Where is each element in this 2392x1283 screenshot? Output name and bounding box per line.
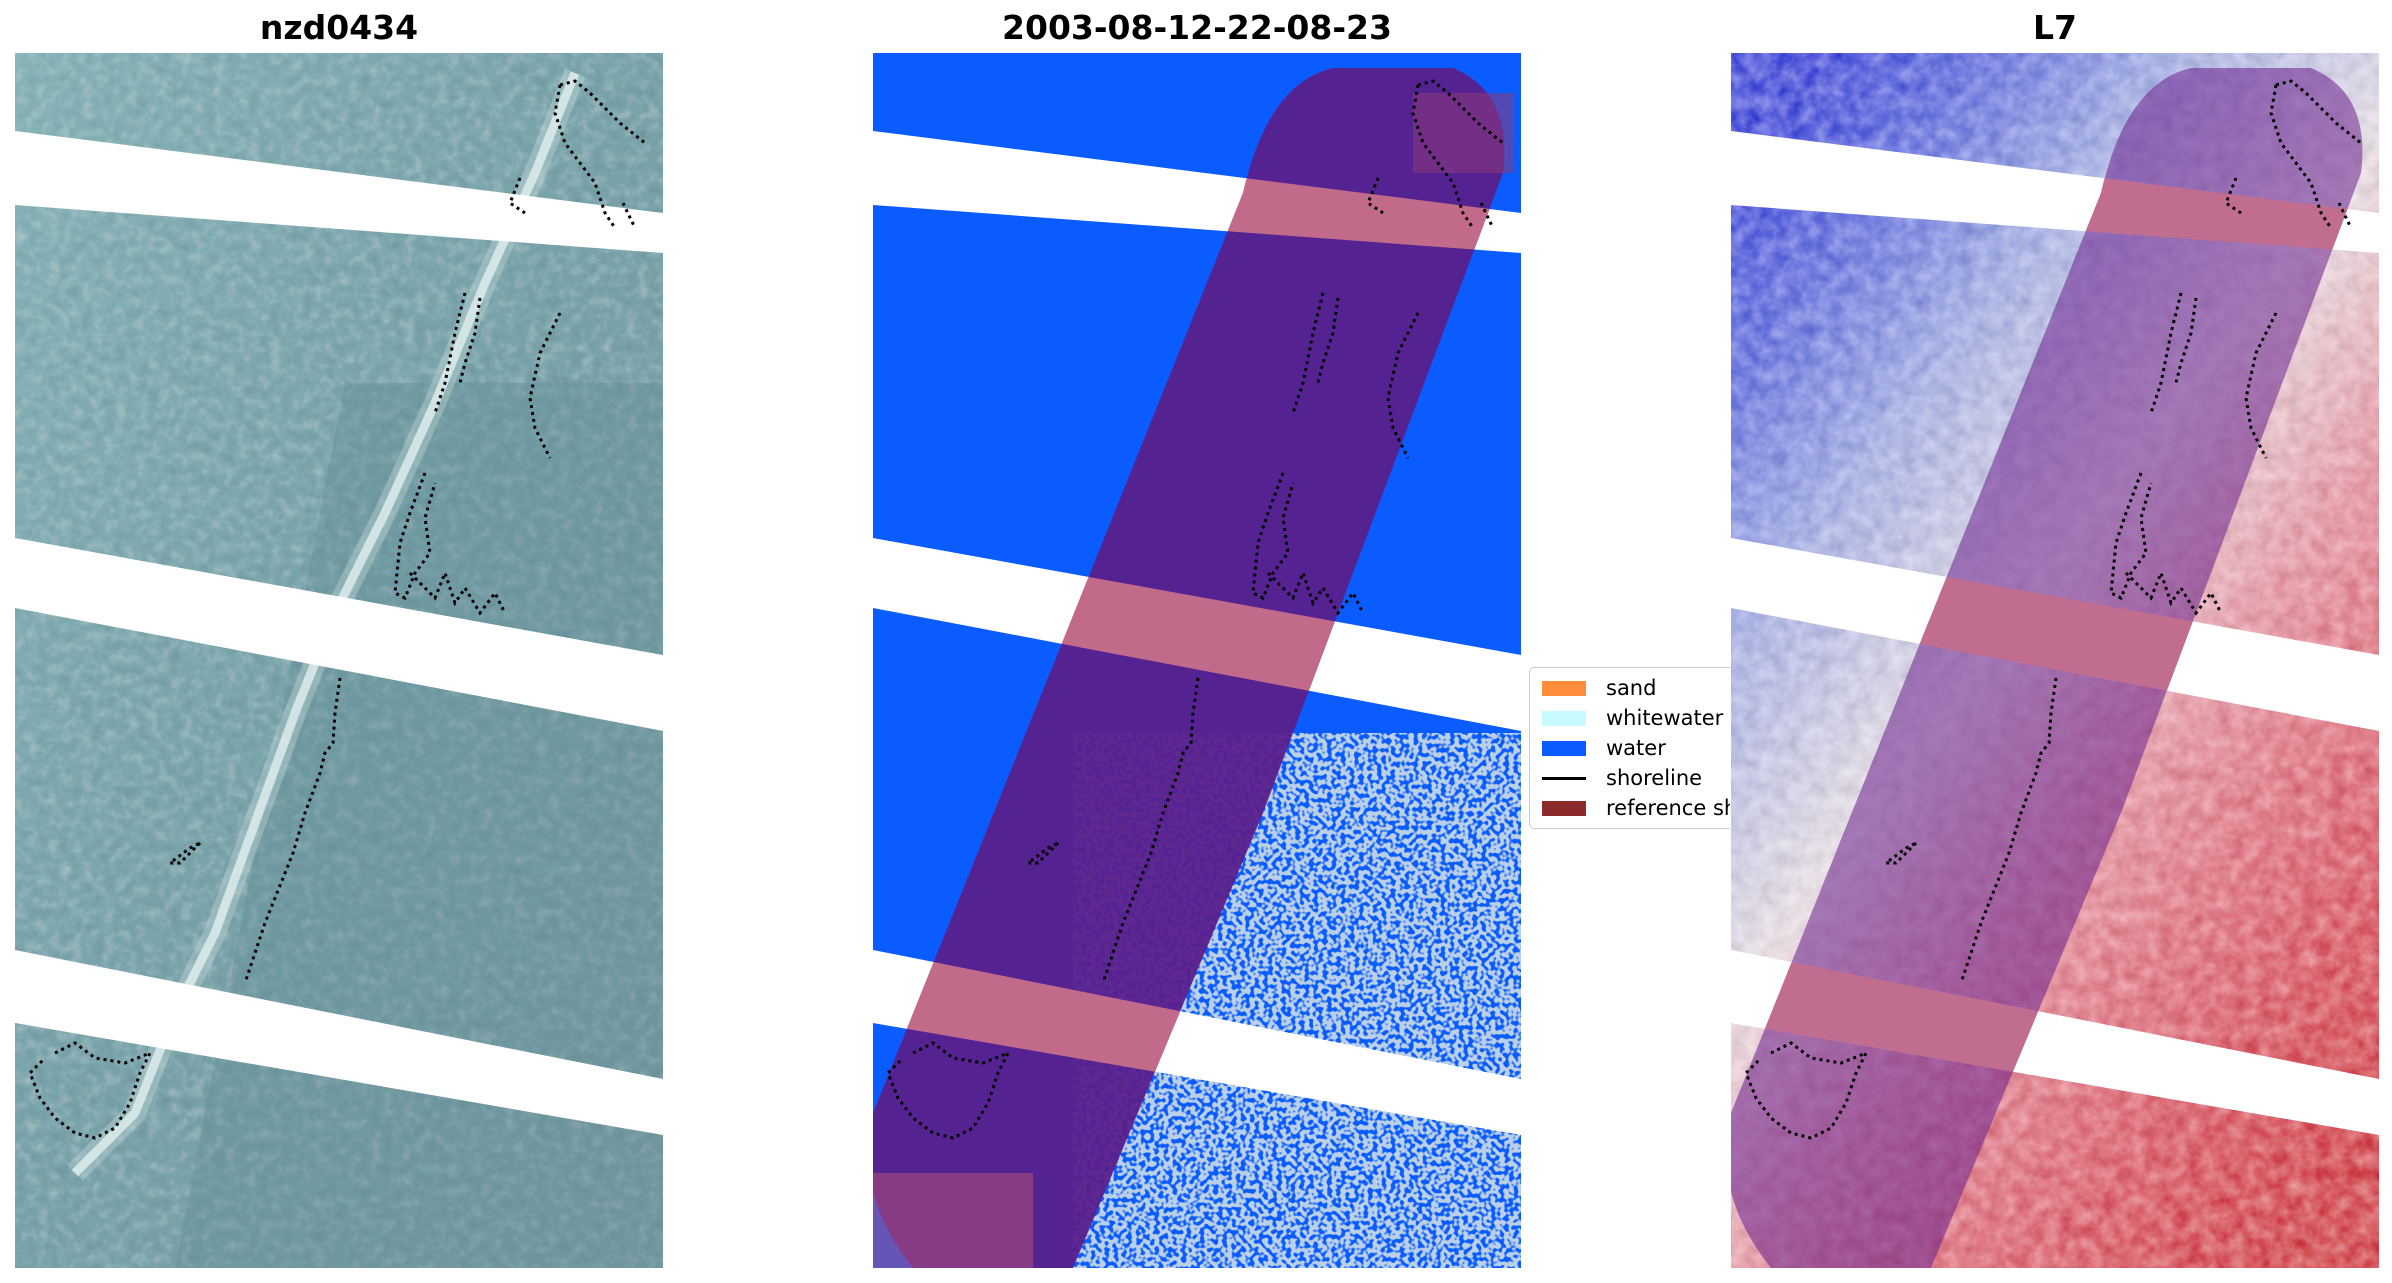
- rgb-satellite-image: [15, 53, 663, 1268]
- classification-image: [873, 53, 1521, 1268]
- legend-label: shoreline: [1606, 766, 1703, 790]
- legend-swatch-sand: [1542, 680, 1586, 696]
- legend-swatch-whitewater: [1542, 710, 1586, 726]
- legend-item-sand: sand: [1542, 674, 1656, 702]
- index-image: [1731, 53, 2379, 1268]
- legend-label: whitewater: [1606, 706, 1724, 730]
- legend-item-whitewater: whitewater: [1542, 704, 1723, 732]
- panel-title-classification: 2003-08-12-22-08-23: [1002, 8, 1392, 47]
- legend-label: water: [1606, 736, 1666, 760]
- legend-item-water: water: [1542, 734, 1666, 762]
- legend-swatch-shoreline: [1542, 776, 1586, 780]
- panel-title-rgb: nzd0434: [259, 8, 419, 47]
- legend: sand whitewater water shoreline referenc…: [1529, 667, 1730, 829]
- legend-item-shoreline: shoreline: [1542, 764, 1702, 792]
- legend-label: sand: [1606, 676, 1657, 700]
- legend-label: reference shoreline: [1606, 796, 1730, 820]
- legend-item-reference-shoreline: reference shoreline: [1542, 794, 1730, 822]
- legend-swatch-reference-shoreline: [1542, 800, 1586, 816]
- legend-swatch-water: [1542, 740, 1586, 756]
- panel-title-index: L7: [2033, 8, 2077, 47]
